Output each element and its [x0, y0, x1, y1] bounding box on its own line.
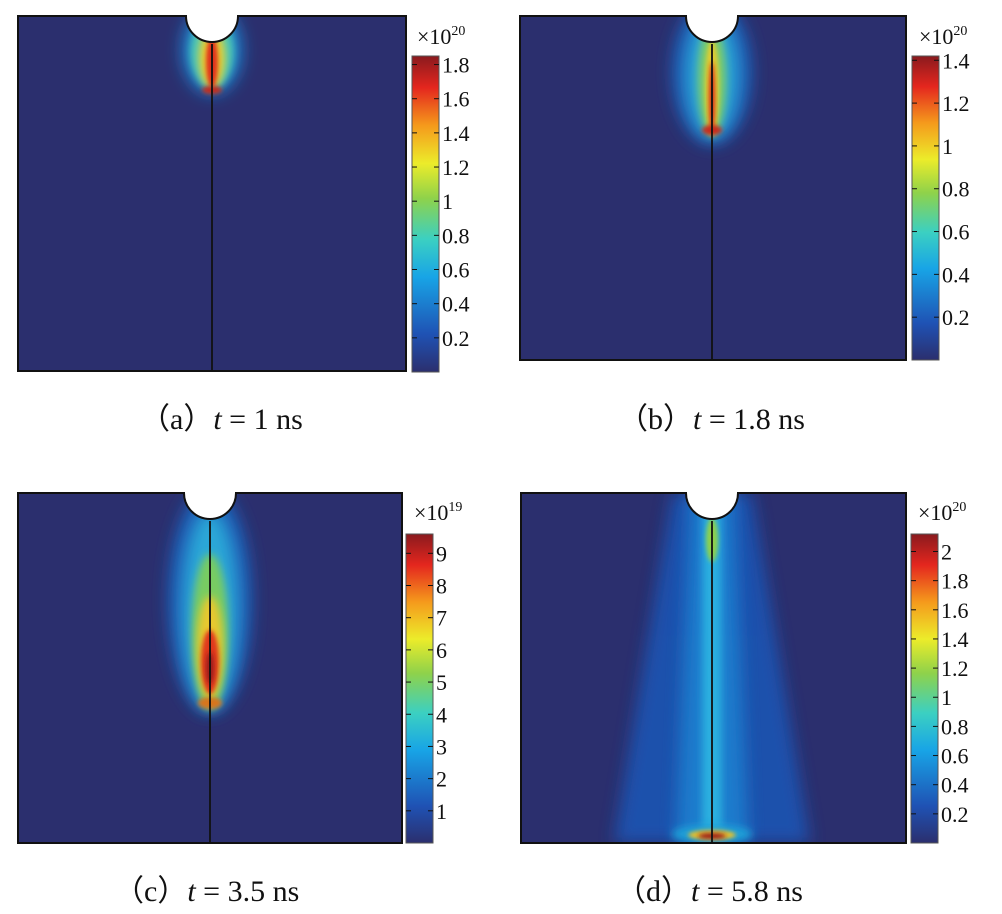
colorbar-tick-label: 0.4: [942, 262, 970, 287]
colorbar-tick-label: 1: [941, 685, 952, 710]
colorbar-tick-label: 1.2: [942, 91, 970, 116]
colorbar-tick-label: 4: [436, 702, 447, 727]
colorbar-tick-label: 0.2: [442, 326, 470, 351]
colorbar-tick-label: 3: [436, 734, 447, 759]
caption-a: （a）t = 1 ns: [140, 403, 303, 436]
colorbar-tick-label: 0.8: [442, 223, 470, 248]
colorbar-tick-label: 1.4: [941, 627, 969, 652]
colorbar-tick-label: 1.2: [442, 155, 470, 180]
colorbar-tick-label: 0.8: [941, 714, 969, 739]
colorbar-tick-label: 0.6: [942, 220, 970, 245]
caption-c: （c）t = 3.5 ns: [114, 875, 300, 908]
colorbar-tick-label: 6: [436, 638, 447, 663]
colorbar-tick-label: 1: [942, 134, 953, 159]
colorbar-exponent-b: ×1020: [919, 24, 967, 49]
colorbar-tick-label: 1.2: [941, 656, 969, 681]
colorbar-exponent-c: ×1019: [414, 500, 462, 525]
caption-b: （b）t = 1.8 ns: [618, 403, 805, 436]
colorbar-tick-label: 0.8: [942, 177, 970, 202]
colorbar-tick-label: 1: [436, 799, 447, 824]
caption-d: （d）t = 5.8 ns: [616, 875, 803, 908]
colorbar-tick-label: 0.4: [442, 292, 470, 317]
colorbar-tick-label: 1.8: [442, 53, 470, 78]
colorbar-exponent-a: ×1020: [417, 24, 465, 49]
colorbar-tick-label: 0.4: [941, 773, 969, 798]
colorbar-c: [405, 533, 434, 844]
colorbar-a: [411, 55, 440, 373]
colorbar-tick-label: 0.6: [941, 744, 969, 769]
colorbar-tick-label: 2: [941, 539, 952, 564]
panel-a: 1.8 1.6 1.4 1.2 1 0.8 0.6 0.4 0.2 ×1020: [17, 15, 470, 373]
domain-outline-a: [17, 15, 407, 372]
field-plot-d: [521, 493, 906, 843]
colorbar-tick-label: 0.2: [941, 802, 969, 827]
colorbar-tick-label: 1.4: [442, 121, 470, 146]
colorbar-ticks-b: 1.4 1.2 1 0.8 0.6 0.4 0.2: [912, 48, 970, 330]
field-plot-b: [520, 16, 906, 360]
domain-outline-c: [17, 492, 403, 844]
colorbar-tick-label: 7: [436, 606, 447, 631]
colorbar-tick-label: 0.2: [942, 305, 970, 330]
colorbar-ticks-a: 1.8 1.6 1.4 1.2 1 0.8 0.6 0.4 0.2: [412, 53, 470, 351]
colorbar-exponent-d: ×1020: [918, 500, 966, 525]
domain-outline-d: [520, 492, 907, 844]
colorbar-tick-label: 5: [436, 670, 447, 695]
colorbar-tick-label: 1.6: [442, 87, 470, 112]
colorbar-tick-label: 9: [436, 541, 447, 566]
colorbar-tick-label: 1: [442, 189, 453, 214]
colorbar-tick-label: 1.4: [942, 48, 970, 73]
panel-b: 1.4 1.2 1 0.8 0.6 0.4 0.2 ×1020: [519, 15, 970, 361]
colorbar-b: [911, 55, 940, 361]
colorbar-tick-label: 0.6: [442, 258, 470, 283]
colorbar-ticks-c: 9 8 7 6 5 4 3 2 1: [406, 541, 447, 824]
panel-d: 2 1.8 1.6 1.4 1.2 1 0.8 0.6 0.4 0.2 ×1020: [520, 492, 969, 844]
colorbar-d: [910, 533, 939, 844]
domain-outline-b: [519, 15, 907, 361]
colorbar-tick-label: 2: [436, 767, 447, 792]
panel-c: 9 8 7 6 5 4 3 2 1 ×1019: [17, 492, 462, 844]
colorbar-tick-label: 1.6: [941, 598, 969, 623]
colorbar-tick-label: 8: [436, 574, 447, 599]
colorbar-tick-label: 1.8: [941, 569, 969, 594]
colorbar-ticks-d: 2 1.8 1.6 1.4 1.2 1 0.8 0.6 0.4 0.2: [911, 539, 969, 827]
